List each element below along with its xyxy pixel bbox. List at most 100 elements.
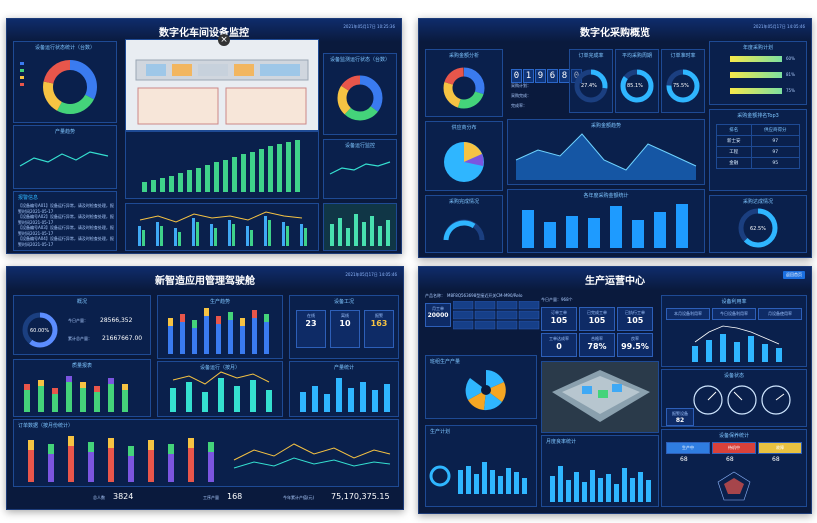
ring-card: 平均采购周期 85.1% — [615, 49, 659, 113]
smart-panel-e: 订单数据（按月份统计） — [13, 419, 399, 487]
bar-chart — [300, 378, 390, 412]
workshop-panel-line2: 设备运行监控 — [323, 139, 397, 199]
stacked-bar-chart — [168, 308, 269, 354]
line-chart-2 — [329, 161, 391, 175]
workshop-scene: × — [125, 34, 319, 131]
semi-gauge — [443, 219, 485, 241]
bar-chart — [142, 140, 300, 192]
table-row: 新士安 97 — [716, 135, 801, 147]
workshop-panel-line1: 产量趋势 — [13, 125, 117, 189]
bar-line-chart — [692, 325, 782, 362]
gauges — [693, 385, 791, 415]
donut-chart — [20, 60, 97, 114]
status-tag: 故障 — [758, 442, 802, 454]
bar-line-chart — [170, 371, 272, 412]
kpi-card: 已执行工单 105 — [617, 307, 653, 331]
smart-panel-b: 生产趋势 — [157, 295, 283, 359]
procure-center-bot: 各年度采购金额统计 — [507, 189, 705, 253]
workshop-panel-bars — [125, 131, 319, 199]
production-line-illustration — [135, 59, 309, 125]
factory-3d-illustration — [552, 370, 650, 422]
line-chart — [19, 151, 109, 167]
right-donut-chart — [337, 75, 383, 121]
screen-workshop: 数字化车间设备监控 2021年05月17日 10:25:36 设备运行状态统计（… — [6, 18, 402, 254]
stacked-bar-chart-2 — [24, 376, 128, 412]
info-line: 【设备编号A01】设备运行异常，请及时检查处理，报警时间2021-05-17 — [18, 203, 114, 214]
table-row: 金融 95 — [716, 157, 801, 169]
radial-pie-chart — [465, 370, 506, 411]
ops-panel-a: 今日产量：968个 — [541, 297, 573, 302]
ring-chart — [620, 69, 654, 103]
ring-card: 订单准时率 75.5% — [661, 49, 705, 113]
device-card: 在线 23 — [296, 310, 326, 348]
kpi-card: 已完成工单 105 — [579, 307, 615, 331]
kpi-card: 合格率 78% — [579, 333, 615, 357]
area-chart — [515, 133, 697, 180]
workshop-panel-status: 设备运行状态统计（台数） — [13, 41, 117, 123]
procure-left-mid: 供应商分布 — [425, 121, 503, 191]
ops-panel-b: 设备利用率 本月设备利用率 今日设备利用率 月设备使用率 — [661, 295, 807, 367]
kpi-card: 订单工单 105 — [541, 307, 577, 331]
smart-panel-g: 设备运行（按月） — [157, 361, 283, 417]
kpi-tiles — [453, 301, 540, 330]
procure-side-label: 完成率： — [511, 103, 527, 108]
info-line: 【设备编号A04】设备运行异常，请及时检查处理，报警时间2021-05-17 — [18, 236, 114, 247]
info-line: 【设备编号A03】设备运行异常，请及时检查处理，报警时间2021-05-17 — [18, 225, 114, 236]
product-label: 产品名称： — [425, 293, 445, 298]
ops-panel-e: 生产计划 — [425, 425, 537, 507]
ops-panel-c: 班组生产产量 — [425, 355, 537, 419]
donut-chart — [443, 67, 485, 109]
device-card: 报警 163 — [364, 310, 394, 348]
kpi-month: 月工单 20000 — [425, 303, 451, 327]
ranking-table: 排名 供应商得分 新士安 97 工程 97 金融 95 — [716, 124, 801, 169]
ops-panel-g: 设备保养统计 生产中 待机中 故障 68 68 68 — [661, 429, 807, 507]
smart-panel-f: 产量统计 — [289, 361, 399, 417]
procure-time: 2021年05月17日 14:05:46 — [753, 24, 805, 29]
screen-ops: 生产运营中心 返回首页 产品名称： M8F8Q563698型接近开关CM-M90… — [418, 266, 812, 514]
home-button[interactable]: 返回首页 — [783, 271, 805, 279]
screen-smart: 新智造应用管理驾驶舱 2021年05月17日 14:05:46 概况 60.00… — [6, 266, 404, 510]
ops-scene — [541, 361, 659, 433]
kpi-card: 工单达成率 0 — [541, 333, 577, 357]
ops-panel-d: 设备状态 报警设备 82 — [661, 369, 807, 427]
smart-panel-d: 质量报表 — [13, 359, 151, 417]
info-line: 【设备编号A02】设备运行异常，请及时检查处理，报警时间2021-05-17 — [18, 214, 114, 225]
smart-time: 2021年05月17日 14:05:46 — [345, 272, 397, 277]
product-value: M8F8Q563698型接近开关CM-M90/Relo — [447, 293, 523, 298]
pie-chart — [444, 142, 484, 182]
procure-left-top: 采购金额分析 — [425, 49, 503, 117]
procure-right-mid: 采购金额排名Top3 排名 供应商得分 新士安 97 工程 97 金融 95 — [709, 109, 807, 191]
workshop-time: 2021年05月17日 10:25:36 — [343, 24, 395, 29]
grouped-bar-chart — [138, 211, 307, 246]
procure-side-label: 采购完成： — [511, 93, 531, 98]
ring-chart — [666, 69, 700, 103]
workshop-panel-info: 报警信息 【设备编号A01】设备运行异常，请及时检查处理，报警时间2021-05… — [13, 191, 117, 251]
radar-chart — [717, 471, 751, 501]
bar-chart — [522, 204, 688, 248]
alarm-card: 报警设备 82 — [666, 408, 694, 426]
ring-chart — [22, 312, 58, 348]
table-row: 工程 97 — [716, 146, 801, 158]
smart-footer: 总人数 3824 工序产量 168 今年累计产值(元) 75,170,375.1… — [93, 492, 390, 501]
close-icon[interactable]: × — [218, 34, 230, 46]
procure-left-bot: 采购完成情况 — [425, 195, 503, 253]
stacked-column-chart — [28, 436, 391, 482]
ring-chart — [574, 69, 608, 103]
gauge-ring — [738, 208, 778, 248]
ring-card: 订单完成率 27.4% — [569, 49, 613, 113]
workshop-panel-right-top: 设备监测运行状态（台数） — [323, 53, 397, 135]
gauge-value: 62.5% — [750, 226, 766, 232]
smart-title: 新智造应用管理驾驶舱 — [7, 267, 403, 290]
kpi-card: 良率 99.5% — [617, 333, 653, 357]
bar-chart — [550, 466, 651, 502]
workshop-title: 数字化车间设备监控 — [7, 19, 401, 42]
procure-title: 数字化采购概览 — [419, 19, 811, 42]
ring-and-bars — [429, 462, 527, 494]
procure-right-top: 年度采购计划 60% 81% 75% — [709, 41, 807, 105]
status-tag: 待机中 — [712, 442, 756, 454]
procure-side-label: 采购计划： — [511, 83, 531, 88]
device-card: 离线 10 — [330, 310, 360, 348]
smart-panel-c: 设备工况 在线 23 离线 10 报警 163 — [289, 295, 399, 359]
status-tag: 生产中 — [666, 442, 710, 454]
